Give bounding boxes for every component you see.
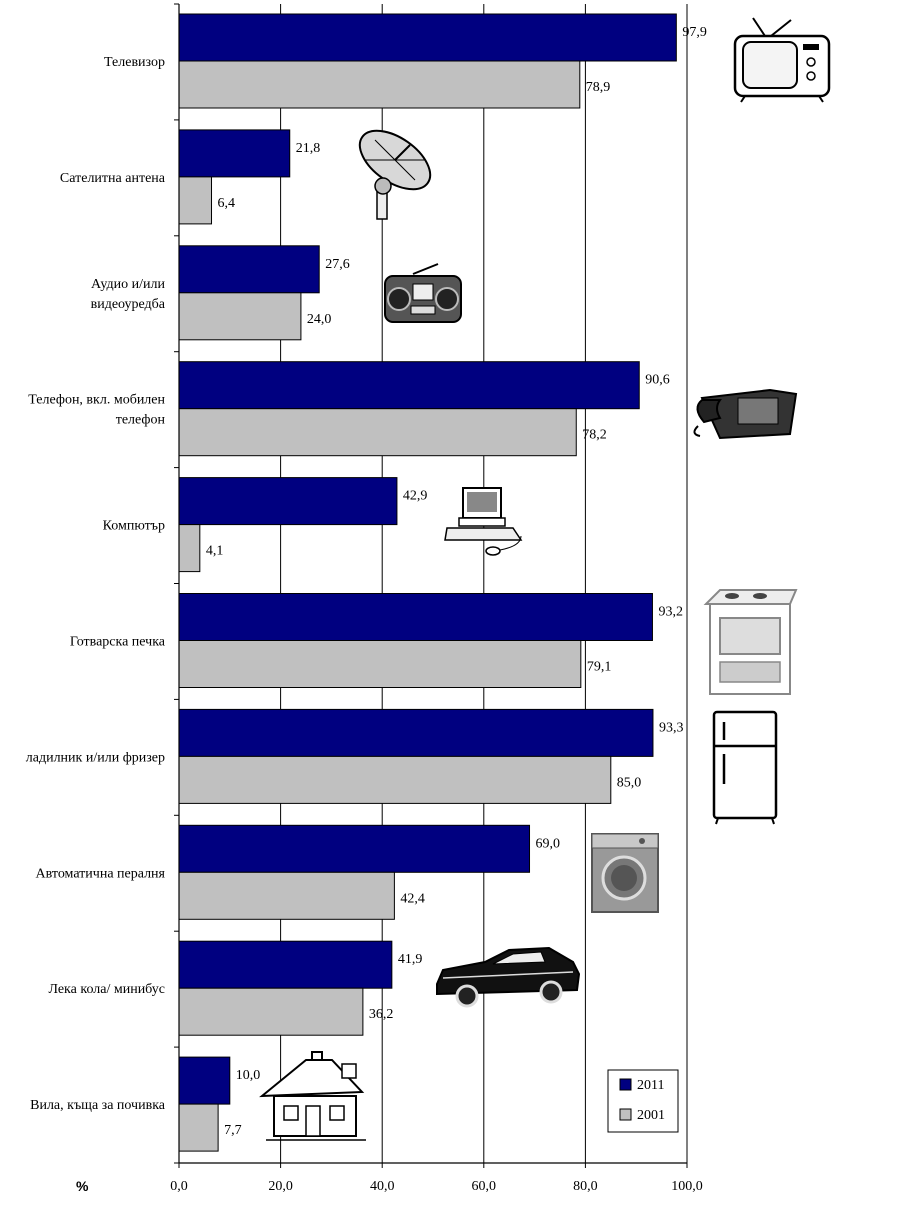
bar-2011 bbox=[178, 129, 291, 178]
category-label: Компютър bbox=[103, 519, 165, 534]
x-tick-label: 80,0 bbox=[573, 1179, 598, 1194]
category-label: телефон bbox=[116, 413, 166, 428]
data-label-2001: 36,2 bbox=[369, 1007, 394, 1022]
bar-2001 bbox=[178, 987, 364, 1036]
x-tick-labels: 0,0 20,0 40,0 60,0 80,0 100,0 bbox=[170, 1179, 703, 1194]
axes bbox=[174, 3, 688, 1168]
data-label-2011: 21,8 bbox=[296, 141, 321, 156]
data-label-2011: 93,3 bbox=[659, 720, 684, 735]
x-tick-label: 20,0 bbox=[268, 1179, 293, 1194]
bar-2011 bbox=[178, 708, 654, 757]
data-label-2001: 4,1 bbox=[206, 544, 224, 559]
bar-2011 bbox=[178, 13, 677, 62]
washing-machine-icon bbox=[591, 833, 659, 913]
bar-2011 bbox=[178, 824, 531, 873]
legend: 2011 2001 bbox=[607, 1069, 679, 1133]
category-label: Телевизор bbox=[104, 55, 165, 70]
data-label-2011: 27,6 bbox=[325, 257, 350, 272]
bar-2011 bbox=[178, 245, 320, 294]
data-label-2001: 78,2 bbox=[582, 428, 607, 443]
x-axis-unit-label: % bbox=[76, 1178, 89, 1194]
category-labels: Телевизор Сателитна антена Аудио и/или виде… bbox=[26, 55, 166, 1113]
legend-swatch-2001 bbox=[619, 1108, 632, 1121]
telephone-icon bbox=[693, 388, 798, 440]
category-label: Готварска печка bbox=[70, 635, 166, 650]
bar-2011 bbox=[178, 1056, 231, 1105]
bar-2001 bbox=[178, 640, 582, 688]
satellite-dish-icon bbox=[358, 129, 432, 220]
legend-swatch-2011 bbox=[619, 1078, 632, 1091]
tv-icon bbox=[733, 17, 831, 103]
data-label-2011: 10,0 bbox=[236, 1068, 260, 1083]
data-label-2011: 41,9 bbox=[398, 952, 423, 967]
x-tick-label: 60,0 bbox=[472, 1179, 497, 1194]
category-label: Вила, къща за почивка bbox=[30, 1098, 166, 1113]
bar-2001 bbox=[178, 176, 213, 225]
legend-label-2001: 2001 bbox=[637, 1108, 665, 1123]
bar-2011 bbox=[178, 477, 398, 526]
house-icon bbox=[259, 1051, 366, 1141]
data-label-2001: 7,7 bbox=[224, 1123, 242, 1138]
bar-2001 bbox=[178, 1103, 219, 1152]
bar-2011 bbox=[178, 593, 653, 641]
legend-label-2011: 2011 bbox=[637, 1078, 664, 1093]
bars bbox=[178, 13, 677, 1152]
x-tick-label: 0,0 bbox=[170, 1179, 188, 1194]
bar-2001 bbox=[178, 60, 581, 109]
bar-2011 bbox=[178, 940, 393, 989]
bar-2001 bbox=[178, 408, 577, 457]
computer-icon bbox=[444, 487, 523, 556]
data-label-2001: 6,4 bbox=[218, 196, 236, 211]
category-label: видеоуредба bbox=[91, 297, 166, 312]
data-label-2001: 42,4 bbox=[400, 891, 425, 906]
value-labels: 97,9 78,9 21,8 6,4 27,6 24,0 90,6 78,2 42,9 4,1 93… bbox=[206, 25, 707, 1138]
boombox-icon bbox=[384, 263, 462, 323]
data-label-2011: 90,6 bbox=[645, 373, 670, 388]
bar-2001 bbox=[178, 292, 302, 341]
bar-2001 bbox=[178, 755, 612, 804]
data-label-2001: 24,0 bbox=[307, 312, 332, 327]
data-label-2001: 85,0 bbox=[617, 775, 642, 790]
category-label: Аудио и/или bbox=[91, 277, 166, 292]
x-tick-label: 40,0 bbox=[370, 1179, 395, 1194]
bar-2001 bbox=[178, 524, 201, 573]
category-label: Лека кола/ минибус bbox=[48, 982, 165, 997]
car-icon bbox=[436, 946, 581, 1008]
bar-2011 bbox=[178, 361, 640, 410]
category-label: Сателитна антена bbox=[60, 171, 166, 186]
bar-2001 bbox=[178, 871, 395, 920]
data-label-2011: 69,0 bbox=[536, 836, 561, 851]
refrigerator-icon bbox=[712, 710, 778, 825]
stove-icon bbox=[703, 589, 798, 695]
data-label-2001: 79,1 bbox=[587, 660, 612, 675]
data-label-2011: 97,9 bbox=[682, 25, 707, 40]
category-label: Автоматична пералня bbox=[36, 866, 166, 881]
data-label-2001: 78,9 bbox=[586, 80, 611, 95]
category-label: ладилник и/или фризер bbox=[26, 750, 165, 765]
data-label-2011: 42,9 bbox=[403, 489, 428, 504]
category-label: Телефон, вкл. мобилен bbox=[28, 393, 165, 408]
data-label-2011: 93,2 bbox=[658, 605, 683, 620]
x-tick-label: 100,0 bbox=[671, 1179, 703, 1194]
